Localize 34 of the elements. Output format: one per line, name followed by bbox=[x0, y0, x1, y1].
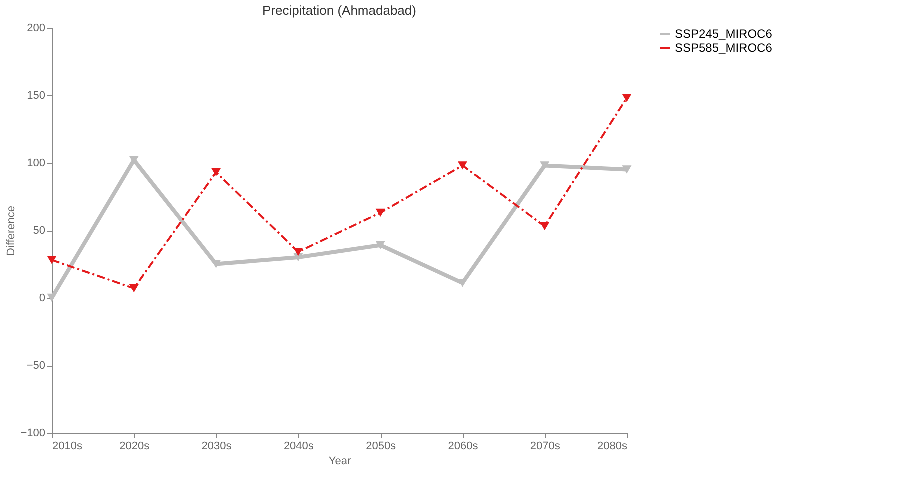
point bbox=[294, 248, 304, 256]
point bbox=[458, 162, 468, 170]
point bbox=[458, 279, 468, 288]
x-tick-label: 2060s bbox=[448, 440, 479, 452]
y-tick-label: 50 bbox=[33, 225, 46, 237]
x-tick-label: 2040s bbox=[284, 440, 314, 452]
point bbox=[622, 94, 632, 102]
point bbox=[622, 166, 632, 174]
y-axis-title: Difference bbox=[6, 206, 18, 256]
legend-label: SSP245_MIROC6 bbox=[675, 27, 773, 41]
y-tick-label: −100 bbox=[20, 428, 46, 440]
legend-label: SSP585_MIROC6 bbox=[675, 41, 773, 55]
y-tick-label: 100 bbox=[27, 158, 46, 170]
point bbox=[129, 284, 139, 293]
y-tick-label: 200 bbox=[27, 22, 46, 34]
y-tick-label: −50 bbox=[26, 360, 46, 372]
point bbox=[47, 294, 57, 302]
point bbox=[376, 241, 386, 250]
x-tick-label: 2050s bbox=[366, 440, 397, 452]
point bbox=[129, 156, 139, 164]
x-tick-label: 2080s bbox=[598, 440, 628, 452]
x-tick-label: 2070s bbox=[530, 440, 561, 452]
x-tick-label: 2030s bbox=[202, 440, 232, 452]
point bbox=[540, 222, 550, 231]
point bbox=[212, 168, 222, 177]
x-tick-label: 2010s bbox=[52, 440, 83, 452]
chart-title: Precipitation (Ahmadabad) bbox=[262, 3, 416, 18]
y-tick-label: 150 bbox=[27, 90, 46, 102]
point bbox=[376, 208, 386, 218]
x-axis-title: Year bbox=[328, 456, 352, 468]
y-tick-label: 0 bbox=[39, 292, 46, 304]
point bbox=[47, 256, 57, 264]
x-tick-label: 2020s bbox=[120, 440, 150, 452]
point bbox=[540, 162, 550, 170]
